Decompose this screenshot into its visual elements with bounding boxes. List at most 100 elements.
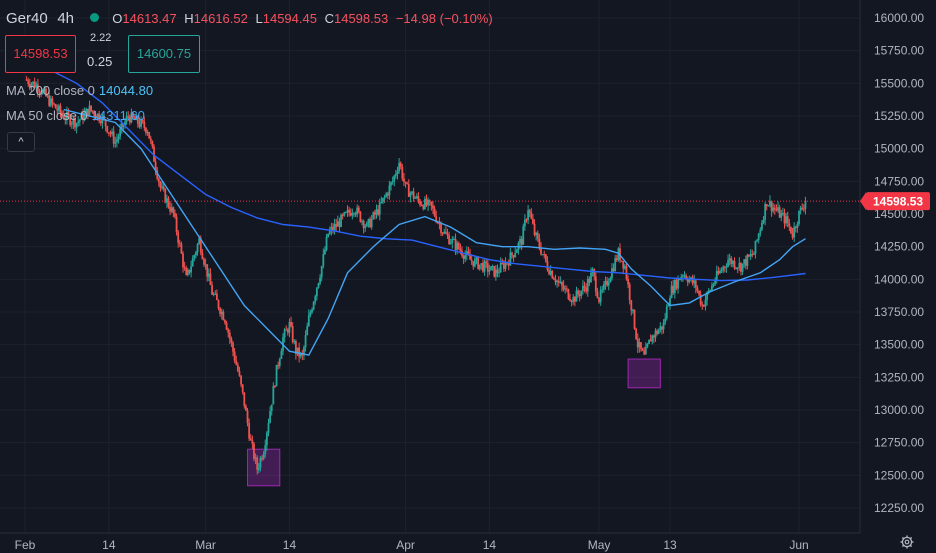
candle-body [291,326,294,342]
candle [694,279,697,294]
gear-icon[interactable] [900,535,914,549]
symbol-name[interactable]: Ger40 [6,10,48,27]
buy-button[interactable]: 14600.75 [128,35,200,73]
candle-body [59,105,62,113]
candle [433,205,436,218]
candle [722,265,725,274]
candle-body [699,294,702,305]
candle-body [527,210,529,220]
candle [599,286,602,306]
candle-body [265,432,268,446]
candle [577,288,579,298]
candle [99,116,102,126]
candle-body [738,262,741,268]
candle [151,140,154,149]
candle [241,384,244,395]
candle [295,339,297,360]
candle-body [246,410,249,424]
candle [296,347,299,357]
candle-body [132,112,134,118]
candle [204,258,207,270]
candle-body [504,262,507,269]
candle [77,116,80,127]
collapse-indicators-button[interactable]: ^ [7,132,35,152]
candle [412,187,415,202]
candle-body [215,293,218,301]
candle [480,263,483,270]
candle-body [174,212,176,217]
candle [56,104,59,115]
candle [107,132,110,137]
candle [322,248,325,269]
candle [749,249,752,260]
candle-body [162,186,165,190]
candle [332,223,334,234]
candle [140,116,142,130]
candle [767,204,770,207]
candle-body [780,213,783,218]
candle-body [777,207,779,211]
candle [280,348,283,360]
candle-body [267,422,270,433]
candle [585,283,588,294]
candle [417,192,420,204]
candle [369,216,371,228]
candle [224,319,226,325]
symbol-interval[interactable]: 4h [57,10,75,27]
candle-body [249,438,252,441]
candle-body [53,103,55,105]
candle-body [454,238,457,250]
candle-body [356,207,359,215]
candle [254,453,257,465]
candle [245,404,247,411]
candle-body [478,264,481,269]
candle-body [277,364,280,366]
candle-body [593,269,596,277]
candle [780,209,783,222]
candle [293,339,296,345]
candle [491,264,494,271]
ma200-legend[interactable]: MA 200 close 0 14044.80 [6,83,153,98]
candle-body [203,259,205,265]
candle [166,194,168,209]
candle [307,309,310,327]
candle-body [767,205,770,207]
candle-body [375,209,378,215]
candle-body [793,226,796,238]
candle-body [128,116,131,123]
candle [409,191,412,203]
candle [523,214,526,231]
time-tick-label: 13 [663,538,677,552]
candle-body [394,173,397,176]
candle [573,295,576,307]
low-label: L [255,11,263,26]
candle [609,276,612,283]
candle [717,266,720,276]
candle [88,100,91,117]
candle-body [722,266,725,271]
price-tick-label: 13250.00 [874,370,924,384]
candle-body [262,454,265,459]
candle [485,258,488,269]
candle-body [685,275,688,280]
candle [291,322,294,344]
candle [264,439,267,458]
candle-body [212,294,215,296]
candle-body [544,254,547,262]
candle-body [533,223,536,235]
candle-body [133,117,136,121]
candle [507,259,510,271]
candle-body [320,266,323,278]
candle [570,299,573,307]
sell-button[interactable]: 14598.53 [5,35,76,73]
candle-body [567,289,570,300]
ma50-legend[interactable]: MA 50 close 0 14311.60 [6,108,145,123]
candle-body [551,270,554,279]
candle [106,125,109,134]
candle-body [195,252,197,256]
candle-body [177,232,180,243]
candle-body [288,322,291,333]
candle-body [357,207,360,212]
candle [285,325,288,331]
